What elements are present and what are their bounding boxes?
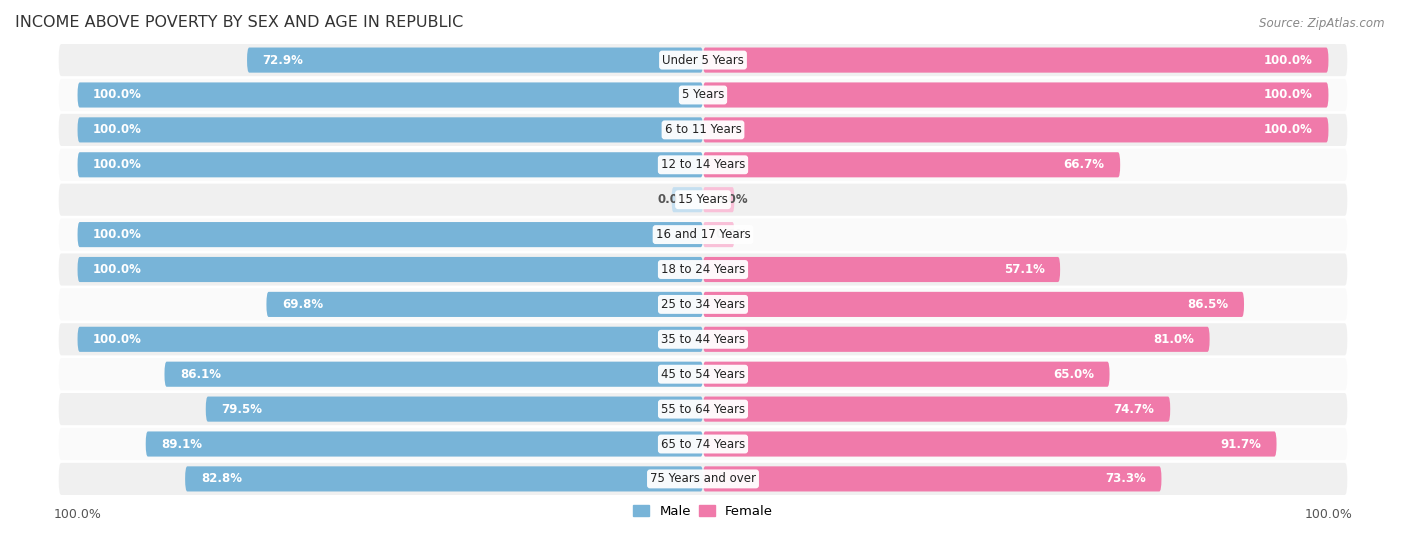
Text: 0.0%: 0.0% xyxy=(716,228,748,241)
FancyBboxPatch shape xyxy=(205,396,703,421)
Text: INCOME ABOVE POVERTY BY SEX AND AGE IN REPUBLIC: INCOME ABOVE POVERTY BY SEX AND AGE IN R… xyxy=(15,15,463,30)
Text: 69.8%: 69.8% xyxy=(283,298,323,311)
FancyBboxPatch shape xyxy=(77,82,703,107)
Text: 100.0%: 100.0% xyxy=(93,263,142,276)
FancyBboxPatch shape xyxy=(703,362,1109,387)
FancyBboxPatch shape xyxy=(703,257,1060,282)
Text: 100.0%: 100.0% xyxy=(93,88,142,102)
FancyBboxPatch shape xyxy=(703,187,734,212)
FancyBboxPatch shape xyxy=(59,463,1347,495)
Text: 65.0%: 65.0% xyxy=(1053,368,1094,381)
Text: 86.5%: 86.5% xyxy=(1187,298,1229,311)
Text: 100.0%: 100.0% xyxy=(93,158,142,171)
FancyBboxPatch shape xyxy=(59,184,1347,216)
Text: 100.0%: 100.0% xyxy=(93,228,142,241)
Text: 0.0%: 0.0% xyxy=(716,193,748,206)
Legend: Male, Female: Male, Female xyxy=(627,500,779,524)
Text: 12 to 14 Years: 12 to 14 Years xyxy=(661,158,745,171)
Text: 100.0%: 100.0% xyxy=(1264,124,1313,136)
FancyBboxPatch shape xyxy=(186,466,703,491)
FancyBboxPatch shape xyxy=(59,323,1347,356)
Text: 66.7%: 66.7% xyxy=(1063,158,1105,171)
FancyBboxPatch shape xyxy=(59,253,1347,286)
FancyBboxPatch shape xyxy=(146,432,703,457)
Text: 75 Years and over: 75 Years and over xyxy=(650,472,756,485)
Text: 89.1%: 89.1% xyxy=(162,438,202,451)
Text: 100.0%: 100.0% xyxy=(1264,88,1313,102)
Text: 5 Years: 5 Years xyxy=(682,88,724,102)
Text: 0.0%: 0.0% xyxy=(658,193,690,206)
Text: 25 to 34 Years: 25 to 34 Years xyxy=(661,298,745,311)
FancyBboxPatch shape xyxy=(165,362,703,387)
Text: 55 to 64 Years: 55 to 64 Years xyxy=(661,402,745,415)
Text: 81.0%: 81.0% xyxy=(1153,333,1194,346)
Text: 74.7%: 74.7% xyxy=(1114,402,1154,415)
FancyBboxPatch shape xyxy=(59,428,1347,460)
Text: Source: ZipAtlas.com: Source: ZipAtlas.com xyxy=(1260,17,1385,30)
FancyBboxPatch shape xyxy=(77,327,703,352)
FancyBboxPatch shape xyxy=(703,327,1209,352)
Text: 18 to 24 Years: 18 to 24 Years xyxy=(661,263,745,276)
Text: 16 and 17 Years: 16 and 17 Years xyxy=(655,228,751,241)
FancyBboxPatch shape xyxy=(703,292,1244,317)
Text: 15 Years: 15 Years xyxy=(678,193,728,206)
Text: 79.5%: 79.5% xyxy=(221,402,263,415)
Text: 72.9%: 72.9% xyxy=(263,54,304,67)
Text: 100.0%: 100.0% xyxy=(1264,54,1313,67)
Text: 35 to 44 Years: 35 to 44 Years xyxy=(661,333,745,346)
Text: 82.8%: 82.8% xyxy=(201,472,242,485)
Text: 57.1%: 57.1% xyxy=(1004,263,1045,276)
FancyBboxPatch shape xyxy=(703,48,1329,73)
Text: 65 to 74 Years: 65 to 74 Years xyxy=(661,438,745,451)
FancyBboxPatch shape xyxy=(703,432,1277,457)
FancyBboxPatch shape xyxy=(59,393,1347,425)
FancyBboxPatch shape xyxy=(703,466,1161,491)
FancyBboxPatch shape xyxy=(77,257,703,282)
Text: 100.0%: 100.0% xyxy=(93,124,142,136)
FancyBboxPatch shape xyxy=(703,222,734,247)
FancyBboxPatch shape xyxy=(59,288,1347,320)
FancyBboxPatch shape xyxy=(59,44,1347,76)
Text: Under 5 Years: Under 5 Years xyxy=(662,54,744,67)
Text: 73.3%: 73.3% xyxy=(1105,472,1146,485)
Text: 6 to 11 Years: 6 to 11 Years xyxy=(665,124,741,136)
FancyBboxPatch shape xyxy=(247,48,703,73)
FancyBboxPatch shape xyxy=(703,82,1329,107)
FancyBboxPatch shape xyxy=(59,358,1347,390)
FancyBboxPatch shape xyxy=(59,149,1347,181)
Text: 45 to 54 Years: 45 to 54 Years xyxy=(661,368,745,381)
FancyBboxPatch shape xyxy=(703,396,1170,421)
FancyBboxPatch shape xyxy=(59,219,1347,250)
Text: 86.1%: 86.1% xyxy=(180,368,221,381)
FancyBboxPatch shape xyxy=(77,222,703,247)
FancyBboxPatch shape xyxy=(703,152,1121,177)
FancyBboxPatch shape xyxy=(266,292,703,317)
Text: 100.0%: 100.0% xyxy=(93,333,142,346)
FancyBboxPatch shape xyxy=(77,152,703,177)
FancyBboxPatch shape xyxy=(59,114,1347,146)
Text: 91.7%: 91.7% xyxy=(1220,438,1261,451)
FancyBboxPatch shape xyxy=(703,117,1329,143)
FancyBboxPatch shape xyxy=(672,187,703,212)
FancyBboxPatch shape xyxy=(77,117,703,143)
FancyBboxPatch shape xyxy=(59,79,1347,111)
